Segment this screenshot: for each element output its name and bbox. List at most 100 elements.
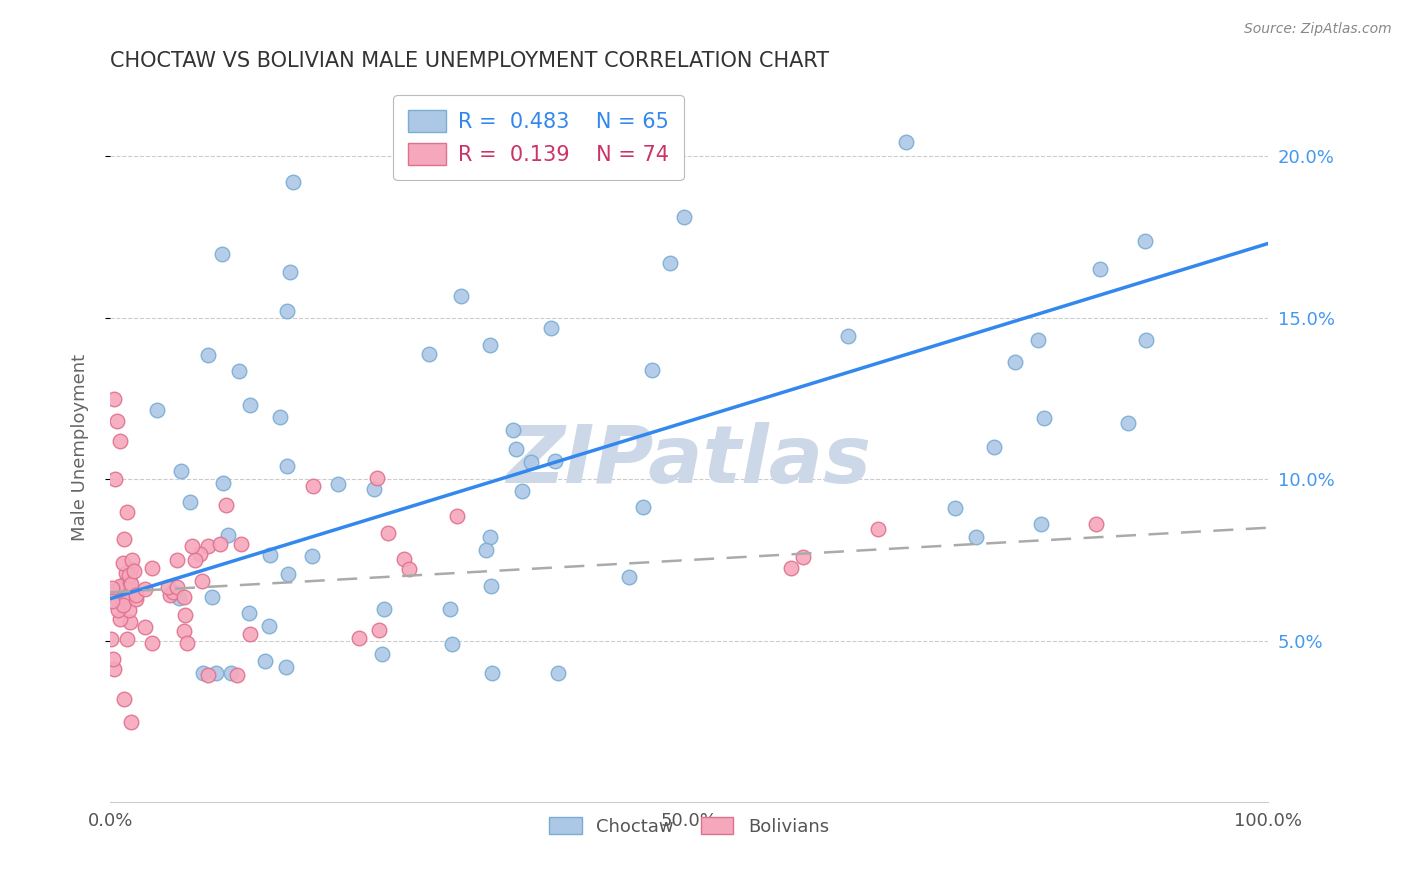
Point	[446, 508, 468, 523]
Point	[238, 606, 260, 620]
Point	[115, 566, 138, 580]
Point	[103, 392, 125, 406]
Point	[121, 552, 143, 566]
Point	[125, 592, 148, 607]
Point	[212, 476, 235, 491]
Point	[118, 615, 141, 630]
Point	[641, 363, 664, 377]
Point	[1033, 411, 1056, 425]
Point	[184, 553, 207, 567]
Point	[141, 636, 163, 650]
Point	[176, 636, 198, 650]
Point	[450, 289, 472, 303]
Point	[520, 455, 543, 469]
Text: CHOCTAW VS BOLIVIAN MALE UNEMPLOYMENT CORRELATION CHART: CHOCTAW VS BOLIVIAN MALE UNEMPLOYMENT CO…	[110, 51, 830, 70]
Point	[1029, 517, 1052, 532]
Point	[188, 547, 211, 561]
Point	[1004, 354, 1026, 368]
Point	[780, 561, 803, 575]
Point	[105, 592, 128, 607]
Point	[101, 594, 124, 608]
Point	[505, 442, 527, 456]
Point	[866, 522, 889, 536]
Point	[368, 624, 391, 638]
Point	[983, 440, 1005, 454]
Point	[478, 338, 501, 352]
Point	[837, 328, 859, 343]
Point	[301, 479, 323, 493]
Point	[439, 602, 461, 616]
Point	[373, 602, 395, 616]
Point	[238, 398, 260, 412]
Point	[215, 498, 238, 512]
Point	[134, 582, 156, 597]
Point	[1135, 334, 1157, 348]
Point	[392, 552, 415, 566]
Point	[301, 549, 323, 563]
Point	[1026, 333, 1049, 347]
Point	[197, 667, 219, 681]
Point	[134, 620, 156, 634]
Point	[231, 536, 253, 550]
Point	[540, 321, 562, 335]
Point	[112, 598, 135, 612]
Point	[792, 550, 814, 565]
Point	[179, 495, 201, 509]
Point	[418, 347, 440, 361]
Point	[278, 265, 301, 279]
Point	[481, 666, 503, 681]
Point	[105, 414, 128, 428]
Point	[197, 347, 219, 361]
Point	[115, 582, 138, 596]
Point	[105, 587, 128, 601]
Point	[257, 619, 280, 633]
Point	[510, 483, 533, 498]
Point	[112, 532, 135, 546]
Point	[259, 548, 281, 562]
Point	[363, 482, 385, 496]
Point	[157, 580, 180, 594]
Point	[217, 528, 239, 542]
Point	[101, 581, 124, 595]
Point	[101, 652, 124, 666]
Point	[145, 403, 167, 417]
Point	[122, 564, 145, 578]
Point	[943, 501, 966, 516]
Point	[166, 553, 188, 567]
Point	[117, 577, 139, 591]
Y-axis label: Male Unemployment: Male Unemployment	[72, 353, 89, 541]
Point	[201, 590, 224, 604]
Point	[277, 566, 299, 581]
Point	[366, 471, 388, 485]
Point	[377, 526, 399, 541]
Point	[276, 660, 298, 674]
Point	[120, 562, 142, 576]
Point	[254, 654, 277, 668]
Point	[371, 647, 394, 661]
Point	[498, 157, 520, 171]
Point	[166, 580, 188, 594]
Point	[226, 668, 249, 682]
Point	[110, 434, 132, 448]
Point	[162, 584, 184, 599]
Point	[191, 574, 214, 588]
Point	[398, 562, 420, 576]
Point	[631, 500, 654, 515]
Point	[276, 459, 298, 474]
Point	[1088, 262, 1111, 277]
Point	[658, 256, 681, 270]
Point	[276, 303, 298, 318]
Point	[896, 135, 918, 149]
Point	[281, 175, 304, 189]
Point	[117, 505, 139, 519]
Point	[173, 624, 195, 638]
Point	[1116, 416, 1139, 430]
Point	[1085, 516, 1108, 531]
Point	[120, 714, 142, 729]
Point	[117, 589, 139, 603]
Point	[440, 637, 463, 651]
Point	[197, 540, 219, 554]
Point	[125, 588, 148, 602]
Point	[120, 577, 142, 591]
Point	[1135, 234, 1157, 248]
